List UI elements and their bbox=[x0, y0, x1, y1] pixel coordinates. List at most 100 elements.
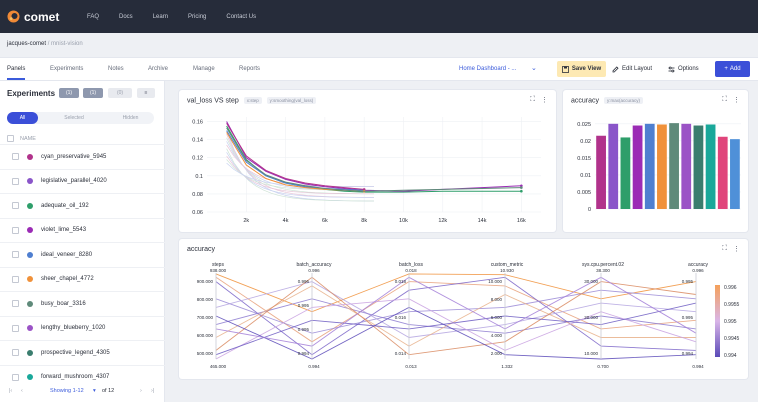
experiment-name[interactable]: adequate_oil_192 bbox=[41, 202, 89, 209]
experiment-checkbox[interactable] bbox=[12, 324, 19, 332]
sort-toggle-button[interactable]: (1) bbox=[83, 88, 103, 98]
experiment-row[interactable]: busy_boar_3316 bbox=[0, 291, 165, 315]
experiment-polyline[interactable] bbox=[215, 276, 697, 356]
experiment-row[interactable]: lengthy_blueberry_1020 bbox=[0, 315, 165, 340]
series-line[interactable] bbox=[226, 127, 522, 192]
series-line[interactable] bbox=[226, 121, 522, 192]
bar[interactable] bbox=[669, 123, 679, 209]
chevron-down-icon[interactable]: ⌄ bbox=[531, 65, 537, 72]
experiment-row[interactable]: sheer_chapel_4772 bbox=[0, 266, 165, 291]
more-menu-icon[interactable]: ⋮ bbox=[733, 97, 740, 104]
nav-link-pricing[interactable]: Pricing bbox=[188, 13, 207, 20]
experiment-polyline[interactable] bbox=[215, 289, 697, 334]
columns-menu-button[interactable]: ≡ bbox=[137, 88, 155, 98]
series-line[interactable] bbox=[226, 123, 365, 190]
experiment-row[interactable]: cyan_preservative_5945 bbox=[0, 144, 165, 168]
series-line[interactable] bbox=[226, 130, 365, 191]
experiment-polyline[interactable] bbox=[215, 298, 697, 334]
pager-showing[interactable]: Showing 1-12 bbox=[50, 388, 84, 394]
experiment-name[interactable]: cyan_preservative_5945 bbox=[41, 153, 107, 160]
edit-layout-button[interactable]: Edit Layout bbox=[612, 61, 652, 77]
experiment-row[interactable]: legislative_parallel_4020 bbox=[0, 168, 165, 193]
more-menu-icon[interactable]: ⋮ bbox=[733, 246, 740, 253]
experiment-name[interactable]: violet_lime_5543 bbox=[41, 227, 87, 233]
series-end-point[interactable] bbox=[520, 189, 523, 193]
fullscreen-icon[interactable]: ⛶ bbox=[722, 96, 727, 103]
filter-selected[interactable]: Selected bbox=[49, 112, 99, 124]
fullscreen-icon[interactable]: ⛶ bbox=[530, 96, 535, 103]
bar[interactable] bbox=[705, 124, 716, 209]
name-column-header[interactable]: NAME bbox=[7, 135, 36, 142]
bar[interactable] bbox=[657, 124, 667, 209]
breadcrumb-workspace[interactable]: jacques-comet bbox=[7, 41, 47, 47]
experiment-polyline[interactable] bbox=[215, 285, 696, 347]
prev-page-icon[interactable]: ‹ bbox=[21, 388, 23, 394]
series-end-point[interactable] bbox=[520, 184, 523, 188]
comet-logo[interactable]: comet bbox=[7, 10, 79, 24]
pager-dropdown-icon[interactable]: ▾ bbox=[93, 388, 96, 394]
nav-link-contact[interactable]: Contact Us bbox=[226, 13, 257, 20]
filter-hidden[interactable]: Hidden bbox=[107, 112, 154, 124]
first-page-icon[interactable]: |‹ bbox=[9, 388, 13, 394]
fullscreen-icon[interactable]: ⛶ bbox=[722, 245, 727, 252]
bar[interactable] bbox=[608, 123, 619, 209]
options-button[interactable]: Options bbox=[668, 61, 699, 77]
experiment-checkbox[interactable] bbox=[12, 202, 19, 209]
select-all-checkbox[interactable] bbox=[7, 135, 14, 142]
experiment-row[interactable]: ideal_veneer_8280 bbox=[0, 242, 165, 266]
series-line[interactable] bbox=[226, 132, 365, 192]
bar[interactable] bbox=[620, 137, 631, 209]
tab-archive[interactable]: Archive bbox=[148, 66, 169, 72]
bar[interactable] bbox=[632, 125, 643, 209]
nav-link-learn[interactable]: Learn bbox=[152, 13, 169, 20]
experiment-checkbox[interactable] bbox=[12, 177, 19, 185]
bar[interactable] bbox=[681, 123, 692, 209]
series-end-point[interactable] bbox=[362, 188, 366, 191]
more-menu-icon[interactable]: ⋮ bbox=[541, 97, 548, 104]
experiment-checkbox[interactable] bbox=[12, 373, 19, 381]
tab-notes[interactable]: Notes bbox=[108, 66, 124, 72]
experiment-name[interactable]: forward_mushroom_4307 bbox=[41, 374, 110, 380]
experiment-checkbox[interactable] bbox=[12, 275, 19, 283]
next-page-icon[interactable]: › bbox=[140, 388, 142, 394]
experiment-checkbox[interactable] bbox=[12, 153, 19, 160]
group-toggle-button[interactable]: (0) bbox=[108, 88, 132, 98]
experiment-name[interactable]: lengthy_blueberry_1020 bbox=[41, 325, 106, 331]
experiment-row[interactable]: prospective_legend_4305 bbox=[0, 340, 165, 364]
experiment-polyline[interactable] bbox=[215, 276, 697, 347]
experiment-polyline[interactable] bbox=[215, 276, 697, 356]
experiment-polyline[interactable] bbox=[215, 298, 697, 360]
experiment-row[interactable]: forward_mushroom_4307 bbox=[0, 364, 165, 389]
bar[interactable] bbox=[644, 123, 655, 209]
experiment-polyline[interactable] bbox=[215, 306, 697, 360]
experiment-checkbox[interactable] bbox=[12, 300, 19, 307]
experiment-polyline[interactable] bbox=[215, 302, 697, 356]
bar[interactable] bbox=[730, 139, 740, 209]
experiment-row[interactable]: adequate_oil_192 bbox=[0, 193, 165, 217]
series-line[interactable] bbox=[226, 125, 522, 193]
bar[interactable] bbox=[596, 135, 606, 209]
experiment-checkbox[interactable] bbox=[12, 251, 19, 258]
breadcrumb-project[interactable]: mnist-vision bbox=[51, 41, 83, 47]
save-view-button[interactable]: Save View bbox=[557, 61, 606, 77]
nav-link-faq[interactable]: FAQ bbox=[87, 13, 100, 20]
experiment-polyline[interactable] bbox=[215, 273, 697, 313]
nav-link-docs[interactable]: Docs bbox=[119, 13, 133, 20]
experiment-checkbox[interactable] bbox=[12, 226, 19, 234]
experiment-name[interactable]: prospective_legend_4305 bbox=[41, 349, 110, 356]
experiment-name[interactable]: ideal_veneer_8280 bbox=[41, 251, 93, 258]
series-end-point[interactable] bbox=[520, 186, 523, 189]
dashboard-select[interactable]: Home Dashboard - ... bbox=[459, 66, 517, 72]
tab-panels[interactable]: Panels bbox=[7, 66, 26, 80]
experiment-row[interactable]: violet_lime_5543 bbox=[0, 217, 165, 242]
tab-reports[interactable]: Reports bbox=[239, 66, 261, 72]
bar[interactable] bbox=[717, 136, 728, 209]
experiment-name[interactable]: sheer_chapel_4772 bbox=[41, 276, 94, 282]
experiment-checkbox[interactable] bbox=[12, 349, 19, 356]
experiment-name[interactable]: busy_boar_3316 bbox=[41, 300, 86, 307]
add-button[interactable]: + Add bbox=[715, 61, 750, 77]
filter-all[interactable]: All bbox=[7, 112, 38, 124]
tab-experiments[interactable]: Experiments bbox=[50, 66, 84, 72]
tab-manage[interactable]: Manage bbox=[193, 66, 215, 72]
filter-toggle-button[interactable]: (1) bbox=[59, 88, 79, 98]
